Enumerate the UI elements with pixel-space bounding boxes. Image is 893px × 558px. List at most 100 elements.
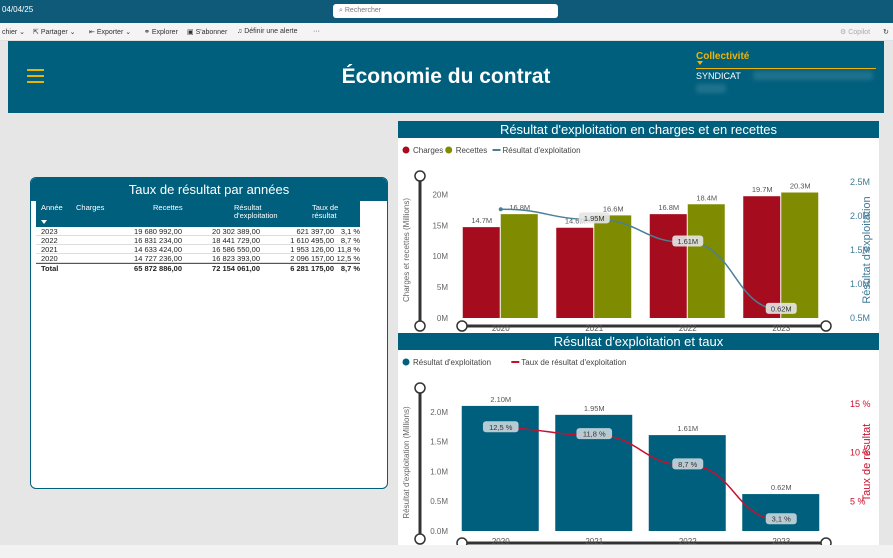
share-icon: ⇱	[33, 29, 39, 36]
copilot-button[interactable]: ⚙ Copilot	[840, 29, 871, 36]
subscribe-icon: ▣	[187, 29, 194, 36]
x-tick-label: 2021	[585, 537, 603, 545]
y2-tick-label: 15 %	[850, 399, 871, 409]
data-label: 3,1 %	[772, 515, 792, 524]
y-axis-label: Résultat d'exploitation (Millions)	[402, 406, 411, 519]
chart-charges-recettes-svg: Charges Recettes Résultat d'exploitation 0M…	[402, 146, 873, 333]
data-label: 11,8 %	[583, 430, 606, 439]
search-input[interactable]: ⌕ Rechercher	[333, 4, 558, 18]
data-label: 16.6M	[603, 204, 624, 213]
copilot-icon: ⚙	[840, 29, 847, 36]
x-tick-label: 2023	[772, 537, 790, 545]
y2-tick-label: 5 %	[850, 497, 866, 507]
chart-charges-recettes: Résultat d'exploitation en charges et en…	[398, 121, 879, 333]
y-tick-label: 1.5M	[430, 438, 448, 447]
alert-button[interactable]: ♫ Définir une alerte	[237, 28, 298, 35]
table-row[interactable]: 2022 16 831 234,00 18 441 729,00 1 610 495,…	[36, 236, 360, 245]
y-tick-label: 15M	[432, 221, 448, 230]
y2-tick-label: 10 %	[850, 448, 871, 458]
collectivite-slicer-label[interactable]: Collectivité	[696, 51, 750, 62]
y-tick-label: 1.0M	[430, 467, 448, 476]
table-title: Taux de résultat par années	[31, 178, 387, 201]
export-button[interactable]: ⇤ Exporter ⌄	[89, 29, 132, 36]
x-tick-label: 2023	[772, 324, 790, 333]
table-row[interactable]: 2023 19 680 992,00 20 302 389,00 621 397,00…	[36, 227, 360, 236]
share-button[interactable]: ⇱ Partager ⌄	[33, 29, 76, 36]
chart-resultat-taux-svg: Résultat d'exploitation Taux de résultat …	[402, 358, 873, 549]
slicer-underline	[696, 68, 876, 69]
table-row[interactable]: 2021 14 633 424,00 16 586 550,00 1 953 126,…	[36, 245, 360, 254]
col-header-year[interactable]: Année	[41, 203, 63, 212]
data-label: 19.7M	[752, 185, 773, 194]
col-header-resultat[interactable]: Résultat d'exploitation	[234, 203, 278, 220]
page-title: Économie du contrat	[341, 65, 551, 88]
bar	[687, 204, 725, 318]
chart-resultat-taux: Résultat d'exploitation et taux Résultat…	[398, 333, 879, 549]
chart-title: Résultat d'exploitation et taux	[398, 333, 879, 350]
y2-axis-label: Taux de résultat	[861, 424, 873, 502]
data-label: 16.8M	[658, 203, 679, 212]
range-slider-handle	[414, 533, 426, 545]
legend-item: Résultat d'exploitation	[413, 358, 491, 367]
subscribe-button[interactable]: ▣ S'abonner	[187, 29, 228, 36]
col-header-taux[interactable]: Taux de résultat	[312, 203, 339, 220]
top-bar: 04/04/25 ⌕ Rechercher	[0, 0, 893, 23]
bar	[781, 192, 819, 318]
redacted-text	[753, 71, 873, 80]
data-label-pill	[672, 458, 704, 470]
legend-item: Recettes	[456, 146, 488, 155]
bar	[462, 227, 500, 318]
range-slider-handle	[820, 537, 832, 549]
data-label: 16.8M	[509, 203, 530, 212]
menu-icon[interactable]	[27, 69, 44, 83]
explore-icon: ⚭	[144, 29, 150, 36]
search-placeholder: Rechercher	[344, 7, 382, 14]
y-tick-label: 10M	[432, 252, 448, 261]
bar	[648, 435, 726, 531]
data-label-pill	[576, 428, 613, 440]
legend-dot-icon	[402, 146, 410, 154]
chevron-down-icon[interactable]	[697, 61, 703, 65]
explore-button[interactable]: ⚭ Explorer	[144, 29, 178, 36]
data-label: 1.61M	[677, 424, 698, 433]
table-row[interactable]: 2020 14 727 236,00 16 823 393,00 2 096 157,…	[36, 254, 360, 263]
y-axis-label: Charges et recettes (Millions)	[402, 198, 411, 302]
data-label: 0.62M	[771, 304, 792, 313]
range-slider-handle	[456, 537, 468, 549]
x-tick-label: 2020	[492, 324, 510, 333]
bar	[556, 227, 594, 318]
data-label: 20.3M	[790, 182, 811, 191]
x-tick-label: 2020	[492, 537, 510, 545]
refresh-icon[interactable]: ↻	[883, 29, 889, 36]
data-label: 1.61M	[677, 237, 698, 246]
bar	[649, 214, 687, 318]
date-label: 04/04/25	[2, 5, 34, 14]
data-label: 18.4M	[696, 193, 717, 202]
file-menu[interactable]: chier ⌄	[2, 29, 25, 36]
y-tick-label: 0.5M	[430, 497, 448, 506]
toolbar: chier ⌄ ⇱ Partager ⌄ ⇤ Exporter ⌄ ⚭ Expl…	[0, 23, 893, 41]
more-button[interactable]: ···	[313, 28, 320, 35]
col-header-recettes[interactable]: Recettes	[153, 203, 183, 212]
y2-tick-label: 1.5M	[850, 245, 870, 255]
x-tick-label: 2022	[679, 537, 697, 545]
bar	[500, 214, 538, 318]
collectivite-slicer-value[interactable]: SYNDICAT	[696, 71, 741, 81]
data-label: 14.6M	[565, 217, 586, 226]
data-label: 2.10M	[490, 395, 511, 404]
series-line	[500, 427, 782, 521]
range-slider-handle	[414, 170, 426, 182]
rate-table-card: Taux de résultat par années Année Charge…	[30, 177, 388, 489]
y-tick-label: 5M	[437, 283, 448, 292]
table-total-row: Total 65 872 886,00 72 154 061,00 6 281 175…	[36, 263, 360, 273]
export-icon: ⇤	[89, 29, 95, 36]
col-header-charges[interactable]: Charges	[76, 203, 105, 212]
data-label-pill	[578, 212, 610, 224]
data-label-pill	[482, 421, 519, 433]
data-label: 1.95M	[584, 404, 605, 413]
data-label: 8,7 %	[678, 460, 698, 469]
y-tick-label: 0.0M	[430, 527, 448, 536]
series-line	[500, 208, 782, 311]
data-label-pill	[765, 513, 797, 525]
bar	[594, 215, 632, 318]
